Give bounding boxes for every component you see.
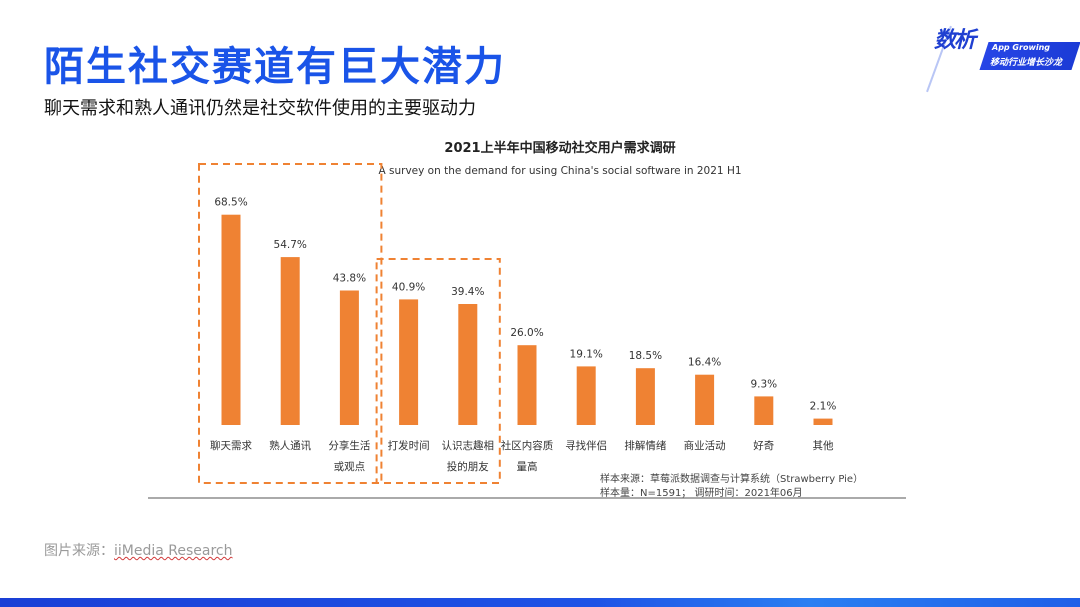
bar-9 (754, 396, 774, 425)
category-label-0-line-0: 聊天需求 (210, 439, 252, 452)
category-label-4-line-1: 投的朋友 (447, 460, 489, 473)
page-subtitle: 聊天需求和熟人通讯仍然是社交软件使用的主要驱动力 (44, 98, 476, 119)
value-label-4: 39.4% (451, 286, 484, 298)
value-label-5: 26.0% (510, 327, 543, 339)
bar-layer (221, 214, 833, 425)
sample-note-0: 样本来源：草莓派数据调查与计算系统（Strawberry Pie） (600, 472, 863, 485)
category-label-4-line-0: 认识志趣相 (442, 439, 495, 452)
category-label-5-line-0: 社区内容质 (501, 439, 554, 452)
value-label-6: 19.1% (570, 348, 603, 360)
note-layer: 样本来源：草莓派数据调查与计算系统（Strawberry Pie）样本量：N=1… (600, 472, 863, 499)
category-label-6-line-0: 寻找伴侣 (565, 439, 607, 452)
logo-main-text: 数析 (934, 28, 976, 53)
chart-subtitle: A survey on the demand for using China's… (378, 165, 741, 177)
footer-bar (0, 598, 1080, 607)
highlight-layer (198, 163, 501, 484)
bar-4 (458, 304, 478, 425)
chart-title: 2021上半年中国移动社交用户需求调研 (444, 140, 675, 156)
bar-2 (339, 290, 359, 425)
source-label: 图片来源： (44, 543, 114, 559)
bar-7 (635, 368, 655, 425)
value-label-1: 54.7% (274, 239, 307, 251)
demand-bar-chart: 2021上半年中国移动社交用户需求调研 A survey on the dema… (148, 140, 906, 499)
image-source: 图片来源：iiMedia Research (44, 540, 233, 560)
bar-8 (695, 374, 715, 425)
brand-logo: 数析 App Growing 移动行业增长沙龙 (926, 22, 1080, 102)
value-label-7: 18.5% (629, 350, 662, 362)
value-label-2: 43.8% (333, 273, 366, 285)
logo-chinese-text: 移动行业增长沙龙 (990, 58, 1063, 68)
category-label-2-line-0: 分享生活 (328, 439, 370, 452)
bar-0 (221, 214, 241, 425)
logo-english-text: App Growing (992, 43, 1050, 52)
source-name: iiMedia Research (114, 543, 233, 559)
value-label-0: 68.5% (214, 197, 247, 209)
category-label-3-line-0: 打发时间 (388, 439, 430, 452)
highlight-box-0 (198, 163, 383, 484)
category-label-9-line-0: 好奇 (753, 439, 774, 452)
value-label-3: 40.9% (392, 281, 425, 293)
highlight-box-1 (375, 258, 501, 484)
bar-3 (399, 299, 419, 425)
bar-5 (517, 345, 537, 425)
page-title: 陌生社交赛道有巨大潜力 (44, 44, 506, 90)
category-label-2-line-1: 或观点 (334, 461, 366, 473)
sample-note-1: 样本量：N=1591； 调研时间：2021年06月 (600, 486, 803, 499)
value-label-10: 2.1% (810, 401, 837, 413)
value-label-8: 16.4% (688, 357, 721, 369)
bar-1 (280, 257, 300, 425)
category-label-5-line-1: 量高 (517, 460, 538, 473)
category-label-10-line-0: 其他 (813, 439, 834, 452)
category-label-8-line-0: 商业活动 (684, 439, 726, 452)
value-label-9: 9.3% (750, 378, 777, 390)
bar-6 (576, 366, 596, 425)
category-label-7-line-0: 排解情绪 (624, 439, 666, 452)
category-label-1-line-0: 熟人通讯 (269, 439, 311, 452)
bar-10 (813, 418, 833, 425)
